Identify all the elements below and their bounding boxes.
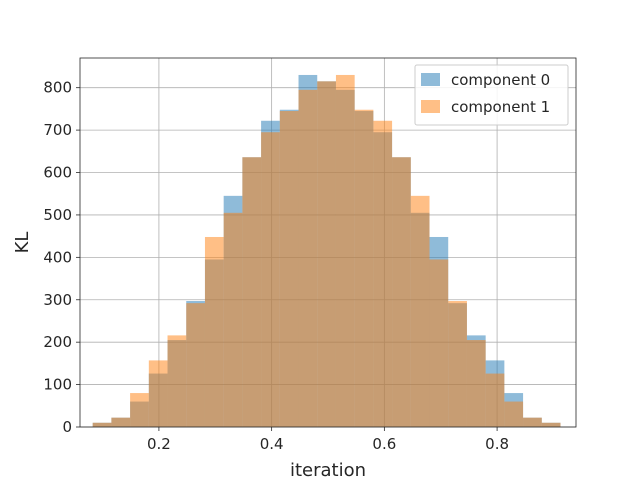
histogram-bar bbox=[204, 236, 224, 427]
histogram-bar bbox=[335, 74, 355, 427]
y-tick-label: 700 bbox=[43, 121, 72, 139]
histogram-bar bbox=[148, 360, 168, 427]
x-axis-label: iteration bbox=[290, 460, 366, 480]
histogram-bar bbox=[448, 301, 467, 427]
histogram-bar bbox=[242, 157, 262, 427]
legend-swatch-component-0 bbox=[421, 73, 440, 86]
y-tick-label: 800 bbox=[43, 79, 72, 97]
histogram-bar bbox=[298, 89, 318, 427]
legend-label-component-1: component 1 bbox=[451, 98, 550, 116]
histogram-bar bbox=[354, 109, 374, 428]
y-tick-label: 500 bbox=[43, 206, 72, 224]
histogram-bar bbox=[523, 417, 542, 427]
x-axis-ticks: 0.2 0.4 0.6 0.8 bbox=[147, 427, 509, 453]
plot-frame bbox=[79, 57, 577, 428]
histogram-bar bbox=[541, 422, 561, 427]
y-tick-label: 200 bbox=[43, 333, 72, 351]
histogram-bar bbox=[167, 335, 187, 427]
histogram-bar bbox=[92, 422, 112, 427]
histogram-bar bbox=[466, 340, 486, 427]
y-axis-label: KL bbox=[12, 232, 33, 254]
x-tick-label: 0.6 bbox=[372, 435, 396, 453]
x-tick-label: 0.8 bbox=[485, 435, 509, 453]
histogram-bar bbox=[261, 132, 280, 428]
x-tick-label: 0.2 bbox=[147, 435, 171, 453]
legend-label-component-0: component 0 bbox=[451, 71, 550, 89]
y-tick-label: 100 bbox=[43, 376, 72, 394]
series-1-bars bbox=[92, 74, 561, 428]
histogram-bar bbox=[130, 393, 149, 427]
histogram-bar bbox=[504, 401, 524, 427]
histogram-bar bbox=[223, 212, 243, 427]
legend-swatch-component-1 bbox=[421, 100, 440, 113]
y-axis-ticks: 0 100 200 300 400 500 600 700 800 bbox=[43, 79, 80, 436]
y-tick-label: 600 bbox=[43, 164, 72, 182]
histogram-bar bbox=[317, 81, 336, 428]
legend-box bbox=[414, 64, 569, 126]
legend: component 0 component 1 bbox=[414, 64, 569, 126]
y-tick-label: 300 bbox=[43, 291, 72, 309]
y-tick-label: 400 bbox=[43, 248, 72, 266]
histogram-bars bbox=[92, 74, 561, 428]
y-tick-label: 0 bbox=[62, 418, 72, 436]
histogram-bar bbox=[111, 417, 131, 427]
histogram-bar bbox=[429, 259, 449, 427]
histogram-bar bbox=[485, 373, 505, 427]
histogram-bar bbox=[279, 111, 299, 427]
histogram-bar bbox=[392, 157, 411, 427]
x-tick-label: 0.4 bbox=[260, 435, 284, 453]
histogram-bar bbox=[373, 120, 393, 428]
histogram-bar bbox=[186, 303, 205, 427]
histogram-bar bbox=[410, 195, 430, 427]
